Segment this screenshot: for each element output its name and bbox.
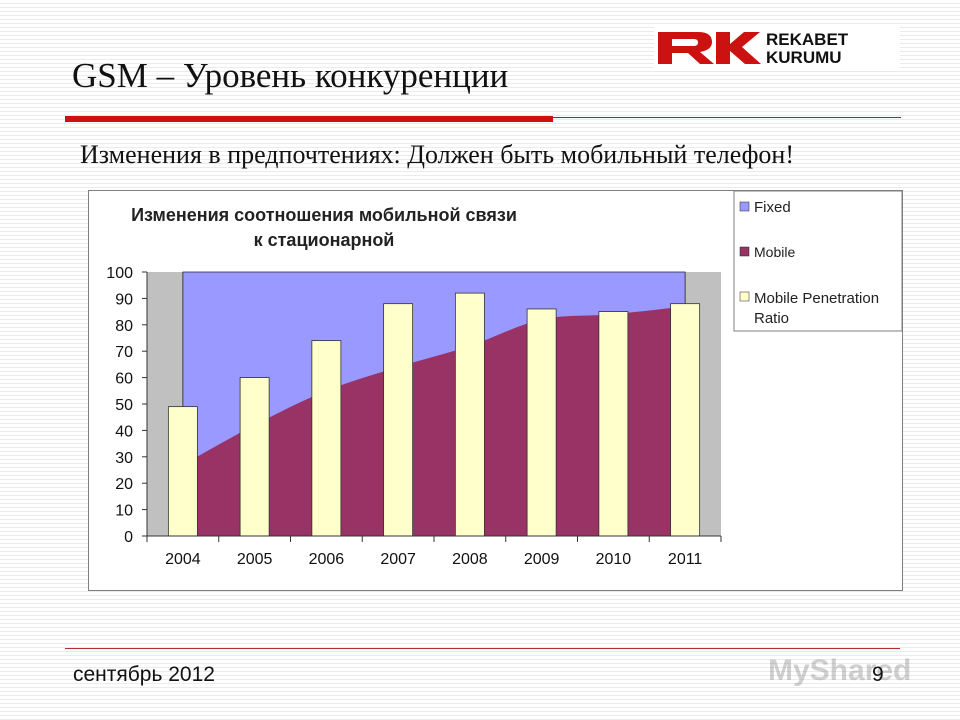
bar-penetration-2006	[311, 340, 342, 537]
legend-label-mobile: Mobile	[754, 244, 795, 260]
y-tick-label-20: 20	[115, 476, 133, 493]
bar-penetration-2009	[526, 308, 557, 537]
title-underline	[65, 116, 553, 122]
y-tick-label-50: 50	[115, 397, 133, 414]
y-tick-label-90: 90	[115, 291, 133, 308]
x-tick-label-2008: 2008	[452, 551, 488, 568]
slide-subtitle: Изменения в предпочтениях: Должен быть м…	[80, 140, 794, 169]
slide-title: GSM – Уровень конкуренции	[72, 56, 509, 95]
x-tick-label-2007: 2007	[380, 551, 416, 568]
chart-title-line1: Изменения соотношения мобильной связи	[131, 205, 517, 225]
x-tick-label-2009: 2009	[524, 551, 560, 568]
chart-title-line2: к стационарной	[254, 230, 395, 250]
page-number: 9	[872, 663, 884, 686]
bar-penetration-2004	[167, 406, 198, 537]
bar-penetration-2010	[598, 311, 629, 537]
legend-label-fixed: Fixed	[754, 199, 791, 216]
bar-penetration-2011	[670, 303, 701, 537]
logo-text-line1: REKABET	[766, 30, 849, 49]
mobile-fixed-ratio-chart: Изменения соотношения мобильной связи к …	[106, 190, 903, 568]
legend-label-penetration-line1: Mobile Penetration	[754, 290, 879, 307]
x-tick-label-2005: 2005	[237, 551, 273, 568]
rekabet-kurumu-logo: REKABET KURUMU	[654, 26, 900, 68]
y-tick-label-10: 10	[115, 503, 133, 520]
y-tick-label-30: 30	[115, 450, 133, 467]
axes: 0 10 20 30 40 50 60 70 80 90 100 2004 2005 2006 2007 20…	[106, 265, 722, 568]
logo-mark-r	[658, 32, 714, 64]
footer-date: сентябрь 2012	[73, 663, 215, 686]
logo-mark-k	[716, 32, 761, 64]
x-tick-label-2006: 2006	[309, 551, 345, 568]
chart-frame: Изменения соотношения мобильной связи к …	[88, 190, 903, 591]
logo-text-line2: KURUMU	[766, 48, 842, 67]
y-tick-label-100: 100	[106, 265, 133, 282]
legend: Fixed Mobile Mobile Penetration Ratio	[733, 190, 903, 332]
legend-swatch-penetration	[739, 291, 750, 302]
footer-rule	[65, 648, 900, 649]
bar-penetration-2007	[383, 303, 414, 537]
x-tick-label-2004: 2004	[165, 551, 201, 568]
y-tick-label-0: 0	[124, 529, 133, 546]
x-tick-label-2010: 2010	[596, 551, 632, 568]
bar-penetration-2005	[239, 377, 270, 537]
title-underline-thin	[553, 117, 901, 118]
area-mobile	[182, 306, 686, 536]
y-tick-label-60: 60	[115, 371, 133, 388]
legend-label-penetration-line2: Ratio	[754, 310, 789, 327]
legend-label-penetration: Mobile Penetration Ratio	[754, 290, 883, 327]
y-tick-label-40: 40	[115, 423, 133, 440]
legend-swatch-fixed	[739, 201, 750, 212]
legend-box	[733, 190, 903, 332]
y-tick-label-70: 70	[115, 344, 133, 361]
legend-swatch-mobile	[739, 246, 750, 257]
bar-penetration-2008	[454, 292, 485, 537]
x-tick-label-2011: 2011	[668, 551, 703, 568]
watermark-logo: MyShared	[768, 654, 912, 687]
y-tick-label-80: 80	[115, 318, 133, 335]
plot-area	[147, 271, 721, 537]
